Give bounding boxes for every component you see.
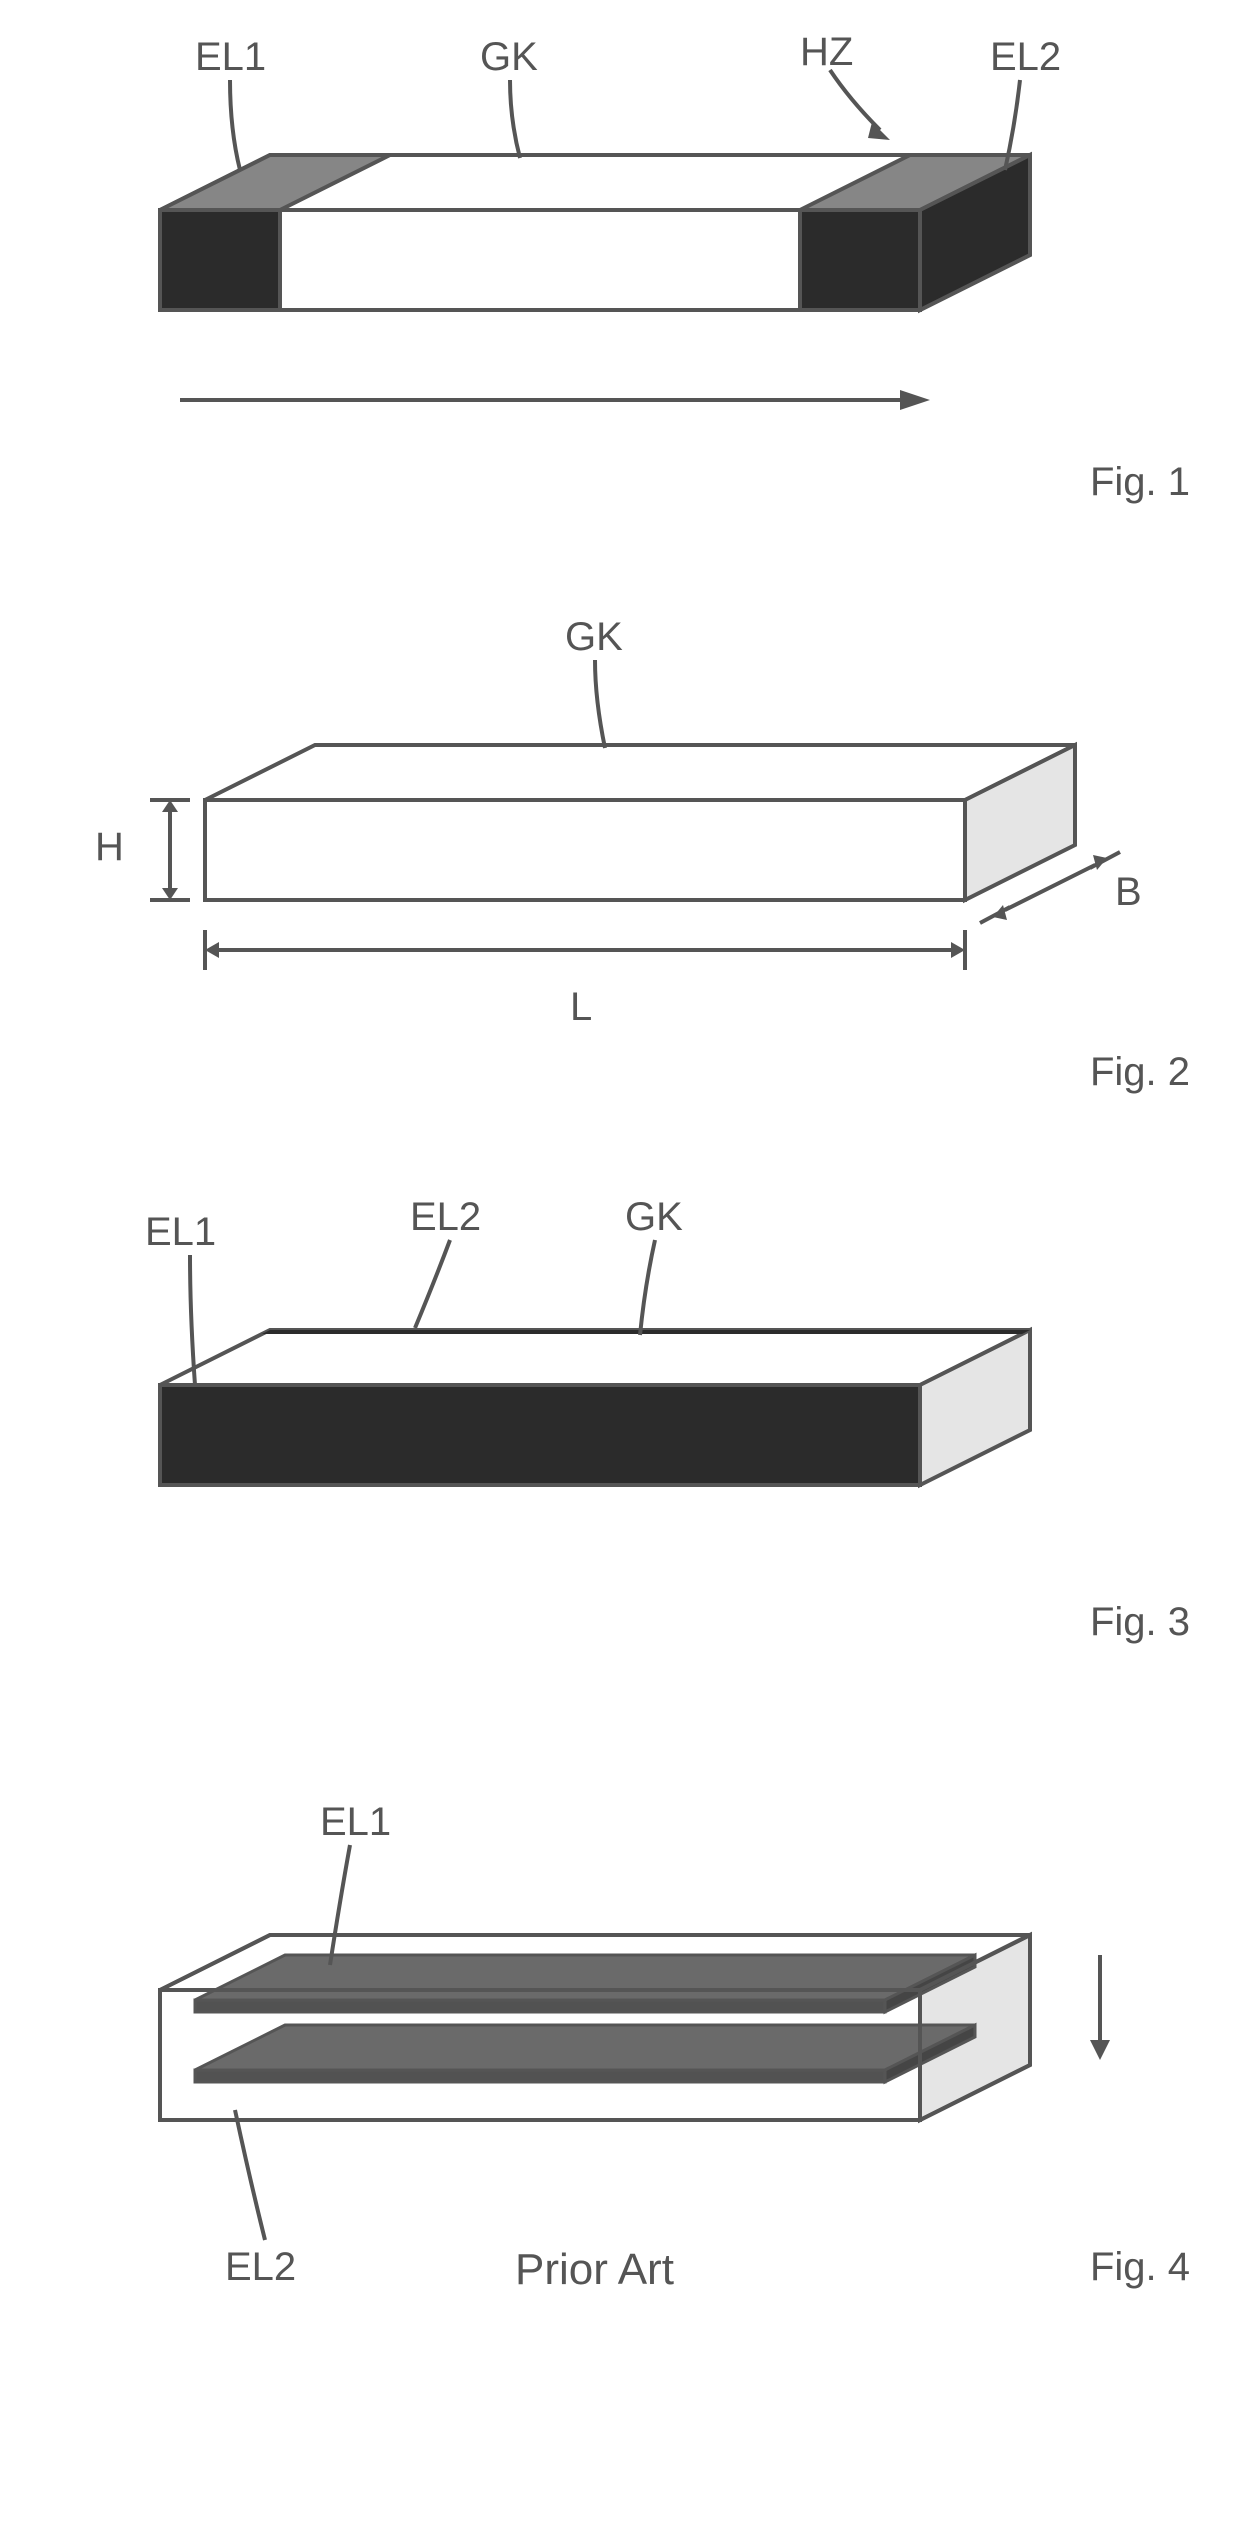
fig3-svg	[40, 1200, 1200, 1700]
fig2-label-l: L	[570, 985, 592, 1030]
fig2-svg	[40, 620, 1200, 1140]
fig4-label-el1: EL1	[320, 1800, 391, 1845]
fig1-label-el1: EL1	[195, 35, 266, 80]
fig3-caption: Fig. 3	[1090, 1600, 1190, 1645]
figure-2: GK H L B Fig. 2	[40, 620, 1200, 1140]
fig4-caption: Fig. 4	[1090, 2245, 1190, 2290]
fig1-label-gk: GK	[480, 35, 538, 80]
fig2-caption: Fig. 2	[1090, 1050, 1190, 1095]
fig3-label-el2: EL2	[410, 1195, 481, 1240]
figure-4: EL1 EL2 Prior Art Fig. 4	[40, 1760, 1200, 2320]
fig3-label-gk: GK	[625, 1195, 683, 1240]
fig4-prior-art: Prior Art	[515, 2245, 674, 2295]
fig2-label-gk: GK	[565, 615, 623, 660]
fig3-label-el1: EL1	[145, 1210, 216, 1255]
figure-1: EL1 GK HZ EL2 Fig. 1	[40, 40, 1200, 560]
fig1-caption: Fig. 1	[1090, 460, 1190, 505]
fig2-label-b: B	[1115, 870, 1142, 915]
fig1-svg	[40, 40, 1200, 560]
fig1-label-el2: EL2	[990, 35, 1061, 80]
fig2-label-h: H	[95, 825, 124, 870]
fig1-label-hz: HZ	[800, 30, 853, 75]
fig4-svg	[40, 1760, 1200, 2320]
figure-3: EL1 EL2 GK Fig. 3	[40, 1200, 1200, 1700]
fig4-label-el2: EL2	[225, 2245, 296, 2290]
